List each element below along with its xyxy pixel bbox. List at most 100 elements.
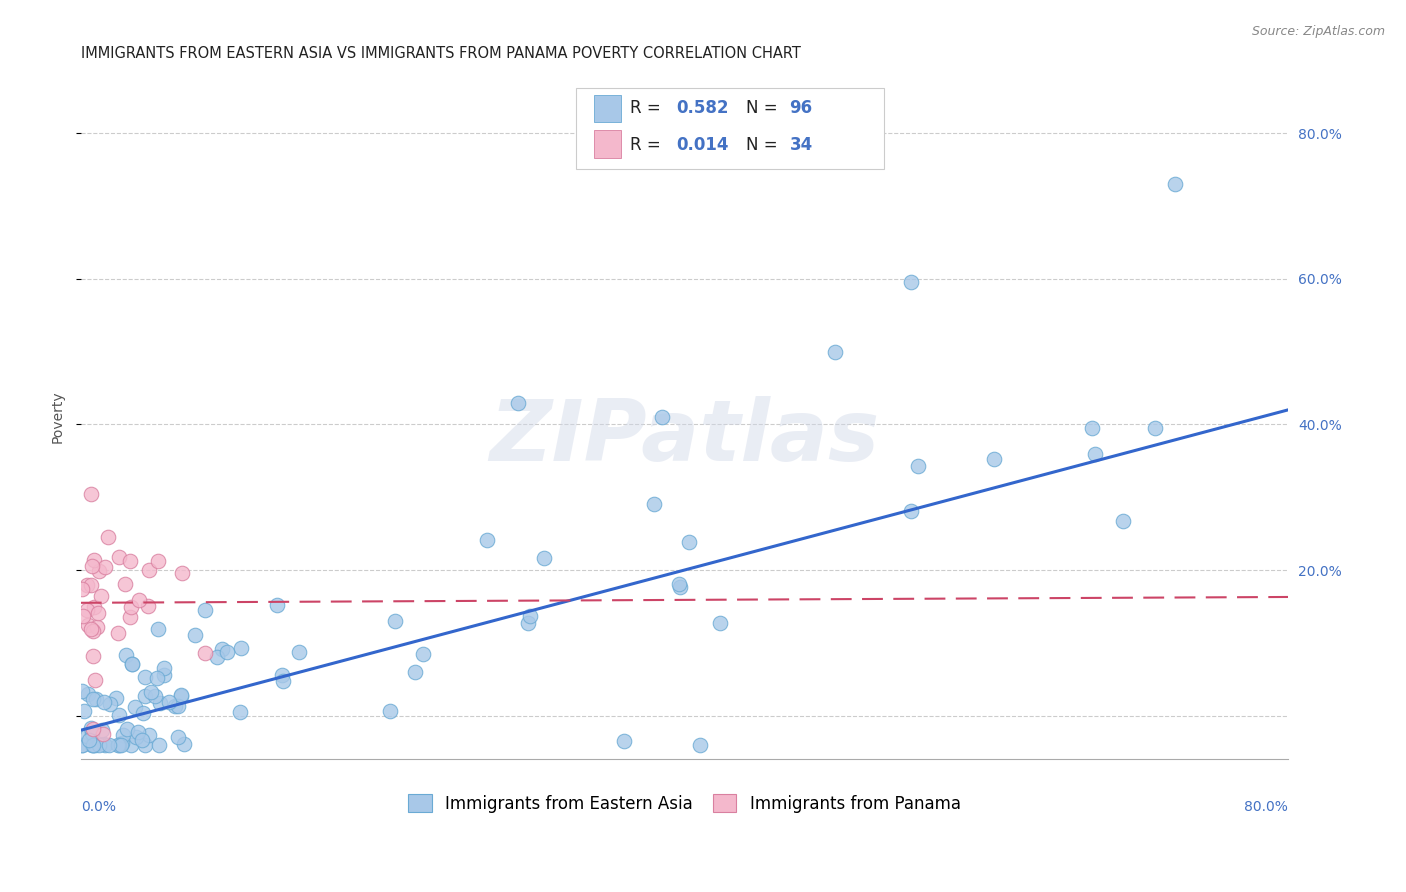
Point xyxy=(165,699,187,714)
Point xyxy=(124,730,146,744)
Point xyxy=(97,530,120,544)
Point xyxy=(205,649,228,664)
Point xyxy=(104,690,127,705)
Point xyxy=(173,737,195,751)
Point xyxy=(184,627,207,641)
Point xyxy=(516,615,538,630)
Point xyxy=(79,721,101,735)
Text: 0.582: 0.582 xyxy=(676,99,728,117)
Point xyxy=(148,623,170,637)
Point xyxy=(824,344,846,359)
Point xyxy=(1084,447,1107,461)
Point xyxy=(80,578,103,592)
Point xyxy=(384,615,406,629)
Point xyxy=(404,665,426,679)
Legend: Immigrants from Eastern Asia, Immigrants from Panama: Immigrants from Eastern Asia, Immigrants… xyxy=(409,795,960,813)
Point xyxy=(134,738,156,752)
Point xyxy=(80,486,103,500)
Text: 0.0%: 0.0% xyxy=(80,800,115,814)
Point xyxy=(82,738,104,752)
Point xyxy=(83,600,105,615)
Point xyxy=(121,657,143,671)
Point xyxy=(98,738,121,752)
Text: N =: N = xyxy=(747,136,783,153)
Point xyxy=(271,674,294,689)
Point xyxy=(128,592,150,607)
Point xyxy=(533,551,555,566)
Point xyxy=(145,690,167,704)
Bar xyxy=(593,95,620,122)
Point xyxy=(194,646,217,660)
Point xyxy=(76,578,98,592)
Point xyxy=(153,661,176,675)
Point xyxy=(90,590,112,604)
Point xyxy=(111,728,134,742)
Point xyxy=(153,668,176,682)
Point xyxy=(120,738,142,752)
Point xyxy=(229,640,252,655)
Point xyxy=(149,696,172,710)
Point xyxy=(1081,421,1104,435)
Point xyxy=(121,657,143,672)
Text: 80.0%: 80.0% xyxy=(1244,800,1288,814)
FancyBboxPatch shape xyxy=(576,88,884,169)
Point xyxy=(118,554,141,568)
Point xyxy=(82,558,104,573)
Point xyxy=(166,731,188,745)
Point xyxy=(76,687,98,701)
Point xyxy=(93,738,115,752)
Point xyxy=(82,722,104,736)
Point xyxy=(689,738,711,752)
Point xyxy=(82,738,104,752)
Point xyxy=(84,673,107,687)
Point xyxy=(983,452,1005,467)
Point xyxy=(84,692,107,706)
Point xyxy=(94,559,117,574)
Point xyxy=(86,620,108,634)
Point xyxy=(643,498,665,512)
Point xyxy=(107,626,129,640)
Point xyxy=(83,738,105,752)
Point xyxy=(115,648,138,662)
Point xyxy=(107,549,129,564)
Point xyxy=(146,671,169,685)
Point xyxy=(82,738,104,752)
Point xyxy=(108,708,131,723)
Text: 34: 34 xyxy=(790,136,813,153)
Point xyxy=(82,692,104,706)
Point xyxy=(668,580,690,594)
Point xyxy=(111,736,134,750)
Point xyxy=(77,617,100,632)
Point xyxy=(138,563,160,577)
Point xyxy=(266,598,288,612)
Point xyxy=(271,667,294,681)
Point xyxy=(73,704,96,718)
Point xyxy=(91,723,114,737)
Point xyxy=(93,737,115,751)
Point xyxy=(124,699,146,714)
Point xyxy=(83,553,105,567)
Text: 96: 96 xyxy=(790,99,813,117)
Point xyxy=(412,647,434,661)
Point xyxy=(114,577,136,591)
Point xyxy=(148,738,170,752)
Text: Source: ZipAtlas.com: Source: ZipAtlas.com xyxy=(1251,25,1385,38)
Point xyxy=(907,459,929,474)
Point xyxy=(215,645,238,659)
Bar xyxy=(593,130,620,158)
Point xyxy=(1164,177,1187,191)
Point xyxy=(157,696,180,710)
Point xyxy=(146,553,169,567)
Point xyxy=(86,606,108,620)
Point xyxy=(613,734,636,748)
Point xyxy=(82,648,104,663)
Point xyxy=(651,410,673,425)
Point xyxy=(378,704,401,718)
Point xyxy=(108,738,131,752)
Point xyxy=(72,683,94,698)
Point xyxy=(134,689,156,703)
Point xyxy=(678,534,700,549)
Point xyxy=(211,641,233,656)
Point xyxy=(709,616,731,631)
Point xyxy=(72,738,94,752)
